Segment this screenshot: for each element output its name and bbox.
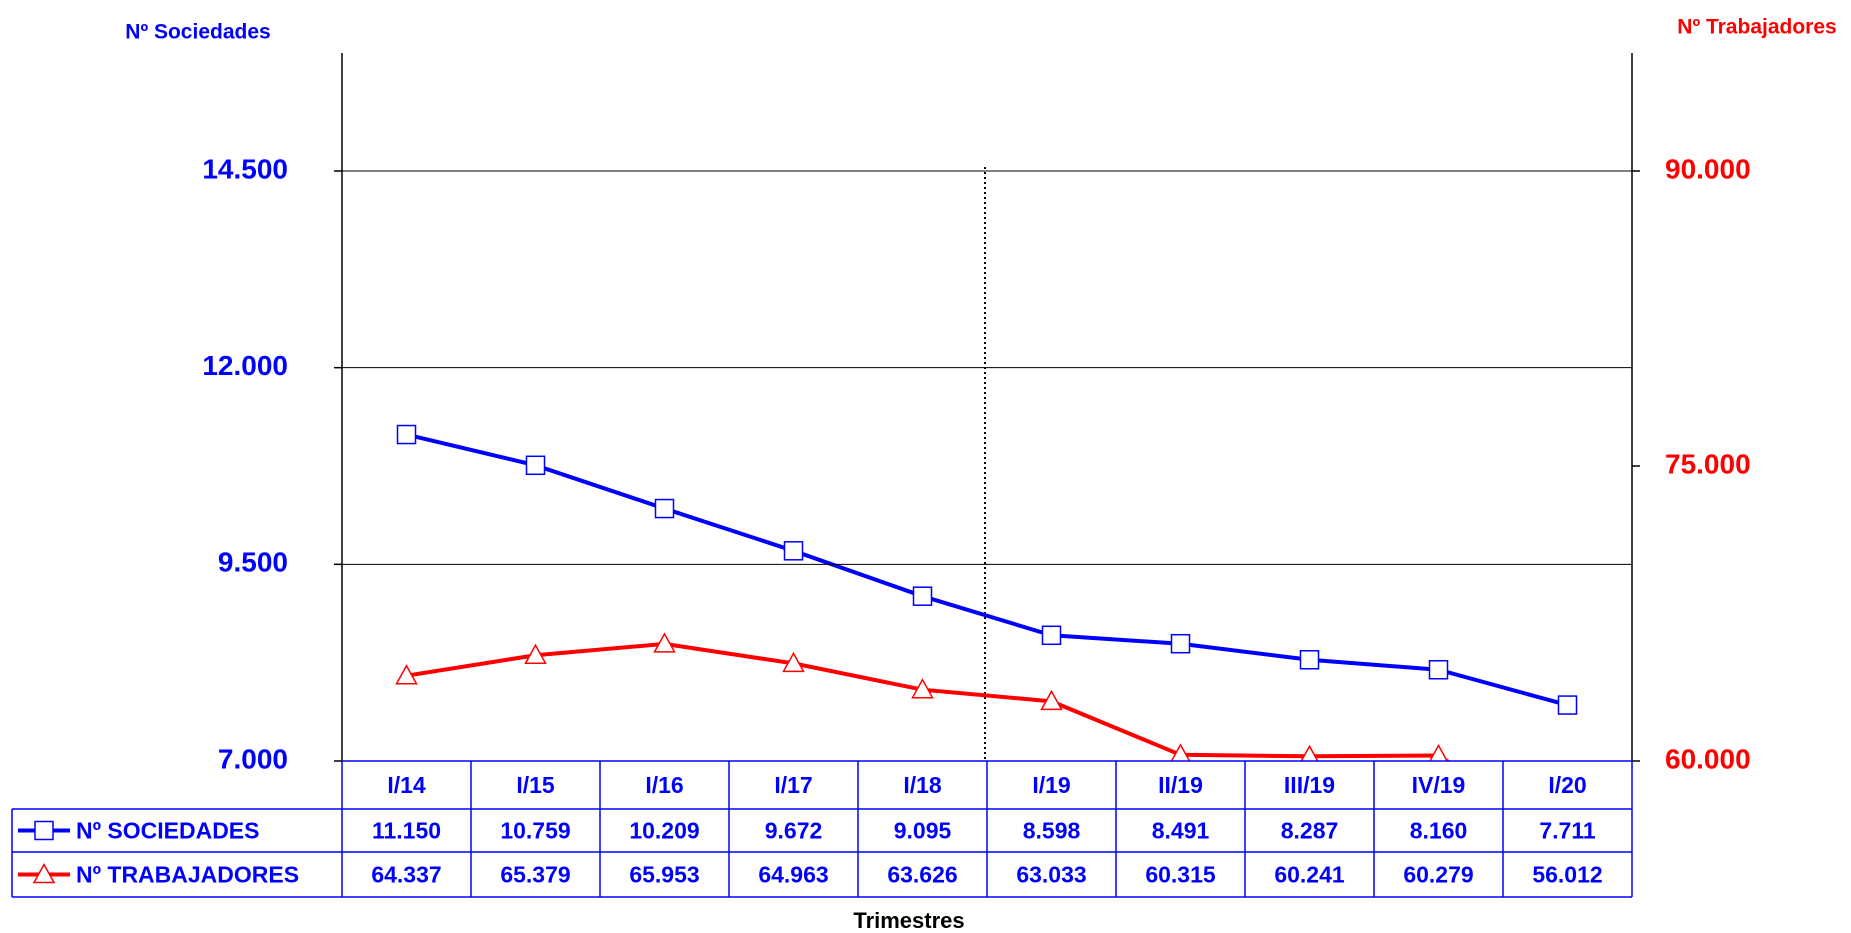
- marker: [1170, 743, 1191, 761]
- marker: [654, 498, 675, 519]
- marker: [396, 424, 417, 445]
- y2-tick-label: 75.000: [1665, 448, 1751, 479]
- marker: [525, 455, 546, 476]
- x-tick-label: I/20: [1548, 772, 1586, 798]
- data-label: 63.626: [887, 862, 957, 888]
- data-label: 60.315: [1145, 862, 1216, 888]
- data-label: 10.759: [500, 818, 570, 844]
- x-tick-label: I/17: [774, 772, 812, 798]
- data-label: 63.033: [1016, 862, 1086, 888]
- y2-axis-title: Nº Trabajadores: [1677, 16, 1836, 39]
- data-label: 60.241: [1274, 862, 1345, 888]
- data-label: 9.095: [894, 818, 952, 844]
- marker: [912, 586, 933, 606]
- y2-tick-label: 90.000: [1665, 153, 1751, 184]
- data-label: 8.598: [1023, 818, 1081, 844]
- marker: [1170, 633, 1191, 654]
- y2-tick-label: 60.000: [1665, 743, 1751, 774]
- x-tick-label: II/19: [1158, 772, 1203, 798]
- marker: [1428, 659, 1449, 680]
- marker: [1429, 743, 1448, 761]
- x-tick-label: I/18: [903, 772, 942, 798]
- data-label: 8.160: [1410, 818, 1468, 844]
- marker: [395, 664, 418, 685]
- legend-label: Nº SOCIEDADES: [76, 818, 259, 844]
- marker: [1041, 625, 1062, 646]
- data-label: 8.287: [1281, 818, 1339, 844]
- x-tick-label: IV/19: [1412, 772, 1466, 798]
- y-tick-label: 12.000: [202, 350, 288, 381]
- plot-area: [395, 424, 1578, 761]
- marker: [782, 651, 805, 673]
- x-tick-label: I/14: [387, 772, 426, 798]
- data-label: 11.150: [372, 818, 441, 844]
- marker: [1040, 689, 1063, 711]
- data-label: 65.379: [500, 862, 570, 888]
- marker: [911, 678, 934, 699]
- marker: [32, 862, 56, 884]
- y-tick-label: 7.000: [218, 743, 288, 774]
- y-tick-label: 14.500: [202, 153, 288, 184]
- series-line: [406, 432, 1569, 707]
- x-tick-label: I/16: [645, 772, 683, 798]
- x-tick-label: I/19: [1032, 772, 1070, 798]
- marker: [1300, 744, 1319, 761]
- legend-label: Nº TRABAJADORES: [76, 862, 299, 888]
- data-label: 56.012: [1532, 862, 1602, 888]
- y-tick-label: 9.500: [218, 547, 288, 578]
- marker: [1557, 695, 1578, 715]
- x-tick-label: III/19: [1284, 772, 1335, 798]
- series-line: [406, 641, 1451, 761]
- x-tick-label: I/15: [516, 772, 555, 798]
- marker: [783, 541, 804, 561]
- marker: [524, 643, 547, 664]
- x-axis-title: Trimestres: [853, 908, 964, 933]
- marker: [34, 820, 54, 841]
- data-label: 64.963: [758, 862, 828, 888]
- data-label: 10.209: [629, 818, 699, 844]
- marker: [653, 632, 676, 653]
- data-label: 64.337: [371, 862, 441, 888]
- data-label: 8.491: [1152, 818, 1210, 844]
- y-axis-title: Nº Sociedades: [125, 21, 270, 44]
- data-label: 7.711: [1539, 818, 1595, 844]
- data-label: 65.953: [629, 862, 699, 888]
- data-label: 60.279: [1403, 862, 1473, 888]
- marker: [1299, 650, 1320, 670]
- data-label: 9.672: [765, 818, 823, 844]
